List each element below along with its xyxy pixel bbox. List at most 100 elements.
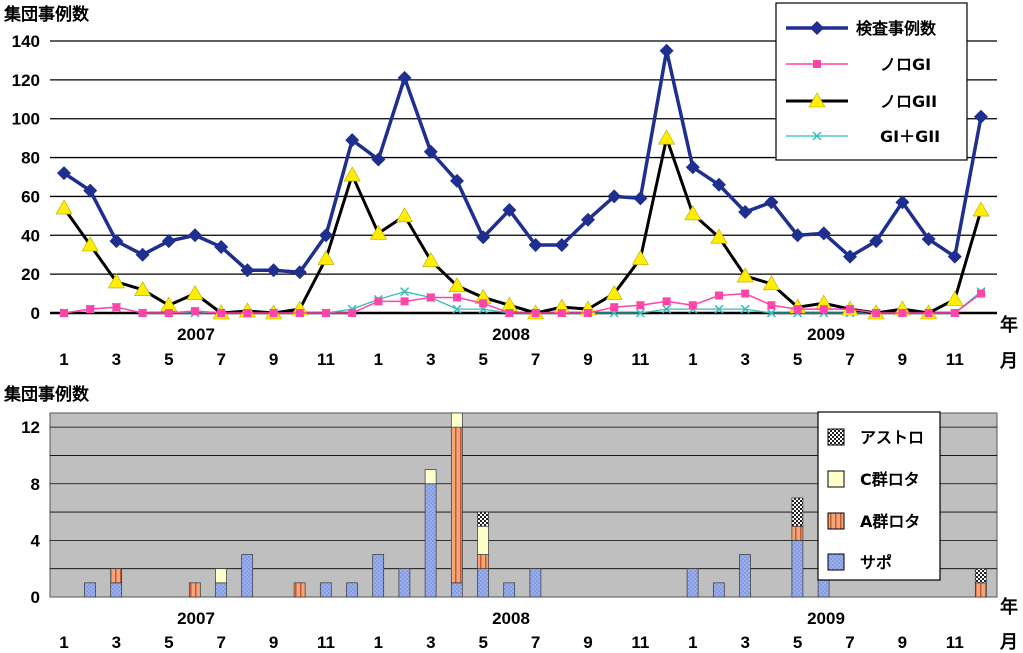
line-chart-y-tick: 140 (12, 32, 40, 51)
legend-marker (812, 131, 822, 141)
legend-label: ノロGII (880, 92, 937, 111)
bar-segment (319, 582, 332, 598)
data-point (895, 195, 910, 210)
data-point (86, 305, 95, 314)
bar-segment (791, 525, 804, 541)
bar-segment (477, 568, 489, 598)
line-chart-y-ticks: 0 20 40 60 80 100 120 140 (12, 32, 40, 323)
legend-swatch (827, 428, 845, 446)
data-point (554, 238, 569, 252)
line-chart-year-unit: 年 (1000, 314, 1018, 336)
data-point (55, 199, 73, 215)
line-chart-year-labels: 2007 2008 2009 (177, 325, 845, 344)
bar-segment (346, 582, 358, 598)
data-point (453, 293, 461, 302)
data-point (712, 177, 726, 192)
data-point (400, 287, 410, 297)
bar-segment (241, 554, 254, 598)
data-point (607, 189, 622, 204)
data-point (112, 303, 121, 312)
bar-chart-x-tick: 9 (898, 633, 907, 652)
bar-chart-x-tick: 11 (631, 633, 649, 652)
data-point (448, 277, 466, 293)
data-point (764, 195, 779, 210)
data-point (581, 212, 595, 227)
data-point (83, 183, 98, 198)
line-chart-month-unit: 月 (999, 351, 1018, 372)
bar-chart-y-tick: 4 (31, 531, 41, 550)
bar-chart-x-tick: 5 (164, 633, 173, 652)
bar-segment (450, 426, 463, 584)
data-point (762, 275, 780, 291)
data-point (610, 303, 619, 312)
legend-marker (810, 21, 824, 35)
data-point (738, 204, 753, 219)
data-point (186, 284, 204, 300)
data-point (950, 309, 959, 317)
data-point (947, 249, 962, 264)
series-line (63, 292, 982, 314)
bar-chart-x-tick: 7 (531, 633, 540, 652)
line-chart-x-tick: 1 (59, 350, 68, 369)
data-point (269, 309, 278, 317)
legend-label: GI＋GII (880, 127, 940, 146)
legend-marker (808, 92, 826, 108)
data-point (371, 152, 386, 167)
data-point (633, 191, 648, 206)
bar-segment (791, 540, 804, 598)
data-point (423, 144, 438, 159)
data-point (662, 304, 672, 314)
line-chart-x-tick: 7 (531, 350, 540, 369)
data-point (188, 228, 202, 243)
bar-chart-y-tick: 0 (31, 588, 40, 607)
data-point (476, 230, 491, 245)
line-chart-x-tick: 5 (478, 350, 487, 369)
bar-segment (974, 582, 987, 598)
data-point (662, 297, 671, 306)
line-chart-x-tick: 3 (426, 350, 435, 369)
bar-chart-x-tick: 5 (793, 633, 802, 652)
line-chart-title: 集団事例数 (3, 4, 90, 25)
data-point (843, 249, 857, 264)
data-point (741, 289, 750, 298)
bar-chart-x-tick: 9 (269, 633, 278, 652)
data-point (921, 232, 936, 247)
data-point (816, 226, 831, 241)
bar-segment (110, 568, 123, 584)
data-point (631, 249, 649, 265)
line-chart-x-tick: 3 (112, 350, 121, 369)
legend-marker (813, 60, 821, 68)
data-point (452, 304, 462, 314)
bar-chart-x-tick: 3 (112, 633, 121, 652)
data-point (869, 234, 884, 249)
line-chart-x-tick: 9 (583, 350, 592, 369)
bar-segment (450, 412, 463, 428)
data-point (740, 304, 750, 314)
legend-swatch (827, 470, 845, 488)
line-chart-x-tick: 9 (898, 350, 907, 369)
data-point (161, 234, 176, 249)
bar-chart-year-unit: 年 (1000, 596, 1018, 618)
line-chart-y-tick: 20 (21, 265, 40, 284)
data-point (766, 308, 776, 318)
bar-segment (686, 568, 699, 598)
data-point (793, 305, 802, 314)
data-point (685, 160, 700, 175)
data-point (531, 309, 540, 317)
line-chart-x-tick: 11 (946, 350, 964, 369)
data-point (924, 309, 933, 317)
data-point (164, 309, 173, 317)
legend-swatch (827, 553, 845, 571)
data-point (57, 166, 71, 181)
line-chart-x-ticks: 1 3 5 7 9 11 1 3 5 7 9 11 1 3 5 7 9 11 (59, 350, 964, 369)
data-point (426, 293, 435, 302)
bar-segment (529, 568, 542, 598)
data-point (898, 309, 907, 317)
line-chart-x-tick: 1 (374, 350, 383, 369)
bar-segment (293, 582, 306, 598)
line-chart-y-tick: 0 (31, 304, 40, 323)
legend-label: A群ロタ (860, 512, 920, 531)
